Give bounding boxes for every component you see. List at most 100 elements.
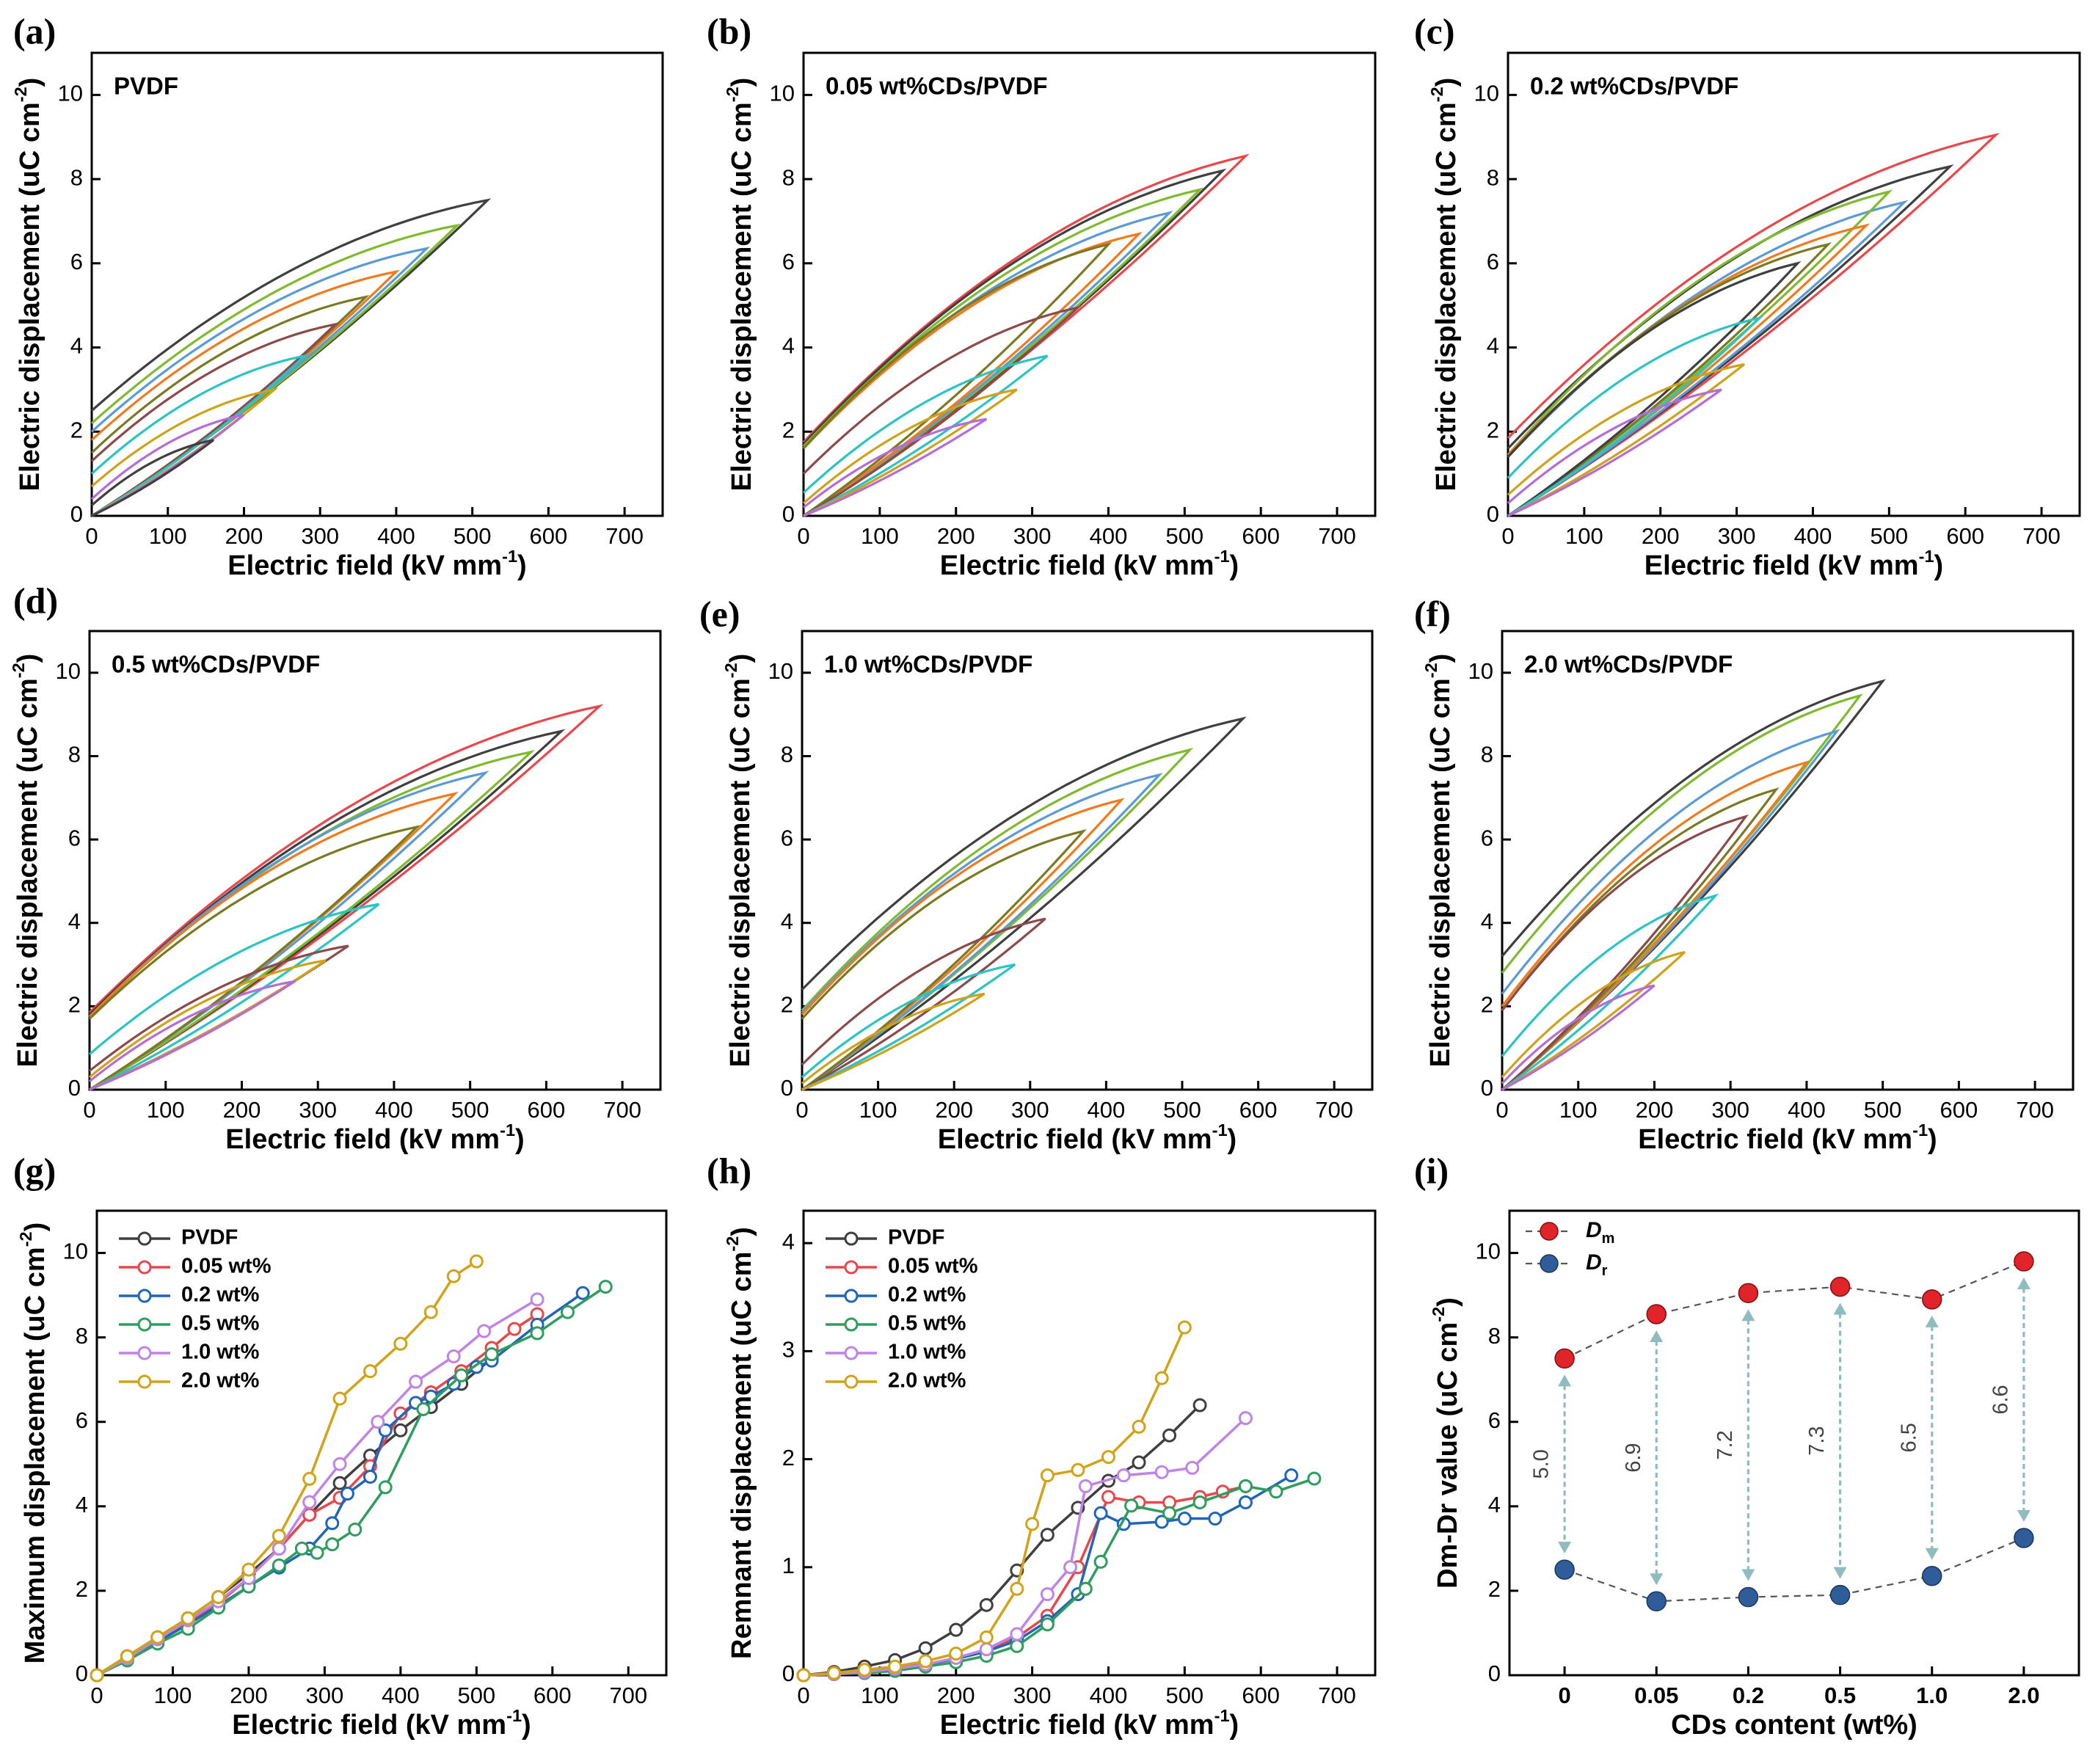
panel-c-x-tick-label: 0: [1501, 523, 1514, 549]
panel-d-y-axis-label: Electric displacement (uC cm-2): [9, 654, 43, 1068]
panel-h-x-tick-label: 700: [1318, 1683, 1356, 1708]
panel-f-title: 2.0 wt%CDs/PVDF: [1524, 651, 1733, 678]
panel-d-loop: [88, 704, 604, 1091]
panel-h-x-tick-label: 500: [1165, 1683, 1203, 1708]
panel-c: (c) 0 100 200 300 400 500 600 700 0 2 4 6 8 10 Electric…: [1414, 10, 2081, 581]
panel-g-legend-label: 1.0 wt%: [181, 1341, 260, 1364]
panel-a-loop: [90, 439, 214, 517]
panel-g-data-point: [181, 1611, 195, 1625]
panel-h-legend-label: 0.2 wt%: [888, 1283, 966, 1307]
panel-a-y-tick-label: 6: [70, 249, 83, 274]
panel-g-data-point: [325, 1537, 340, 1552]
panel-g-data-point: [454, 1368, 469, 1382]
panel-d-x-tick-label: 100: [147, 1097, 185, 1123]
panel-a-plot-frame: [90, 51, 664, 517]
panel-h-data-point: [1010, 1581, 1024, 1596]
panel-b-loop: [802, 231, 1143, 517]
panel-h-data-point: [1162, 1428, 1177, 1443]
panel-g-data-point: [530, 1326, 544, 1341]
panel-b-x-tick-label: 100: [861, 523, 899, 549]
panel-e-x-tick-label: 600: [1239, 1097, 1278, 1123]
panel-g-legend-marker: [137, 1374, 152, 1389]
panel-f-x-tick-label: 0: [1496, 1097, 1508, 1123]
panel-h-data-point: [1040, 1468, 1055, 1483]
panel-h-series-line: [803, 1404, 1201, 1677]
panel-b-y-tick-label: 4: [782, 333, 795, 359]
panel-c-y-tick-label: 6: [1487, 249, 1499, 274]
panel-g-data-point: [575, 1286, 590, 1300]
panel-h-data-point: [979, 1642, 994, 1657]
panel-f-loop: [1501, 760, 1810, 1091]
panel-b-letter: (b): [707, 10, 751, 51]
panel-e-y-tick-label: 4: [781, 908, 793, 934]
panel-g-x-tick-label: 400: [382, 1683, 420, 1708]
panel-a-x-tick-label: 600: [530, 523, 568, 549]
panel-f-x-tick-label: 100: [1559, 1097, 1598, 1123]
panel-h-data-point: [1078, 1479, 1093, 1493]
panel-e-loop: [801, 963, 1016, 1091]
panel-f-x-tick-label: 500: [1864, 1097, 1902, 1123]
panel-i-letter: (i): [1414, 1150, 1449, 1191]
panel-g-y-tick-label: 10: [63, 1239, 88, 1264]
panel-g-y-tick-label: 6: [76, 1407, 88, 1433]
panel-g-legend-label: 0.2 wt%: [181, 1283, 260, 1307]
panel-g-data-point: [332, 1391, 347, 1406]
panel-b-x-tick-label: 200: [937, 523, 975, 549]
panel-h-data-point: [918, 1641, 933, 1655]
panel-c-x-tick-label: 200: [1642, 523, 1680, 549]
panel-g-data-point: [378, 1480, 393, 1495]
panel-e-x-tick-label: 400: [1088, 1097, 1126, 1123]
panel-b-loop: [802, 153, 1250, 517]
panel-h-x-tick-label: 0: [797, 1683, 809, 1708]
panel-h-legend-marker: [844, 1260, 859, 1275]
panel-i-difference-label: 6.5: [1897, 1423, 1920, 1452]
panel-g-data-point: [393, 1423, 408, 1437]
panel-h-x-tick-label: 100: [861, 1683, 899, 1708]
panel-g-x-tick-label: 100: [154, 1683, 192, 1708]
panel-h-legend-label: 2.0 wt%: [888, 1369, 966, 1393]
panel-f-loop: [1501, 787, 1780, 1091]
panel-c-title: 0.2 wt%CDs/PVDF: [1530, 73, 1738, 100]
panel-a-y-tick-label: 10: [58, 81, 83, 106]
panel-i-y-tick-label: 6: [1488, 1407, 1501, 1433]
panel-f-y-tick-label: 2: [1481, 992, 1493, 1018]
panel-g-data-point: [598, 1280, 613, 1294]
panel-h-legend-label: 0.05 wt%: [888, 1255, 978, 1278]
panel-h-data-point: [1063, 1560, 1078, 1575]
panel-f-loop: [1501, 814, 1749, 1091]
panel-a-letter: (a): [13, 10, 56, 51]
panel-h-data-point: [1093, 1554, 1108, 1569]
panel-b-plot-frame: [802, 51, 1377, 517]
panel-f-x-tick-label: 600: [1940, 1097, 1978, 1123]
panel-h-data-point: [1040, 1617, 1055, 1632]
panel-i-arrow-head-up: [1741, 1309, 1755, 1322]
panel-g-data-point: [211, 1590, 226, 1605]
panel-f: (f) 0 100 200 300 400 500 600 700 0 2 4 6 8 10 Electric…: [1414, 593, 2075, 1155]
panel-g-data-point: [423, 1389, 438, 1404]
panel-c-x-tick-label: 400: [1794, 523, 1832, 549]
panel-d-x-axis-label: Electric field (kV mm-1): [225, 1120, 524, 1155]
panel-g-data-point: [272, 1541, 286, 1556]
panel-g-data-point: [416, 1402, 431, 1416]
panel-h-data-point: [1093, 1506, 1108, 1520]
panel-h-data-point: [1307, 1471, 1322, 1486]
panel-h-y-tick-label: 3: [782, 1337, 795, 1363]
panel-i-difference-label: 6.9: [1622, 1443, 1645, 1472]
panel-g-data-point: [294, 1541, 309, 1556]
panel-e-x-tick-label: 500: [1163, 1097, 1201, 1123]
panel-g-data-point: [90, 1668, 104, 1683]
panel-a-x-tick-label: 500: [454, 523, 492, 549]
panel-i-arrow-head-down: [1833, 1567, 1847, 1579]
panel-e-loop: [801, 798, 1125, 1091]
panel-b-loop: [802, 354, 1049, 517]
panel-d-x-tick-label: 300: [299, 1097, 337, 1123]
panel-h-data-point: [1154, 1515, 1169, 1529]
panel-i-dr-point: [1646, 1591, 1667, 1612]
panel-h-data-point: [1208, 1512, 1223, 1526]
panel-h-x-tick-label: 300: [1013, 1683, 1052, 1708]
panel-g-series-line: [96, 1298, 538, 1677]
panel-i-difference-label: 7.3: [1805, 1426, 1829, 1455]
panel-i-dm-line: [1564, 1261, 2025, 1360]
panel-h-x-tick-label: 600: [1242, 1683, 1280, 1708]
panel-a-x-tick-label: 0: [85, 523, 98, 549]
